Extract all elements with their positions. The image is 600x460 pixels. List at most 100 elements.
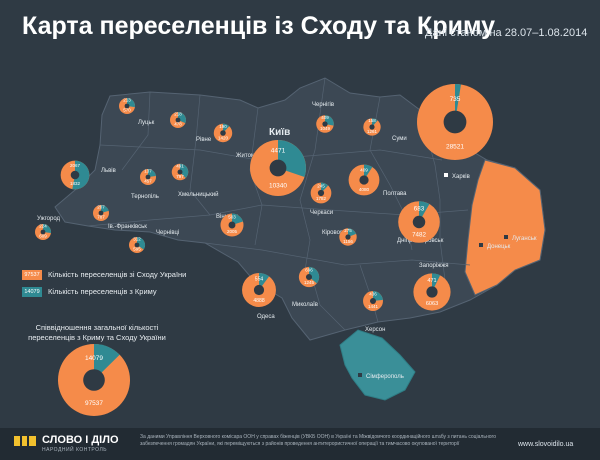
donut-ів-франківськ-crimea-value: 207: [97, 205, 105, 210]
donut-суми-east-value: 1261: [367, 129, 378, 134]
donut-львів: 2067 1832: [60, 160, 90, 190]
donut-кіровоград-east-value: 1156: [343, 239, 353, 244]
donut-черкаси-crimea-slice: [321, 182, 329, 193]
donut-ужгород-crimea-value: 224: [39, 224, 47, 229]
donut-херсон-east-value: 1441: [368, 304, 379, 309]
donut-суми-crimea-value: 158: [368, 118, 376, 123]
donut-хмельницький-east-value: 797: [176, 174, 184, 179]
donut-рівне-donut-hole: [175, 117, 181, 123]
donut-черкаси: 245 1782: [310, 182, 332, 204]
donut-луцьк-crimea-value: 213: [123, 98, 131, 103]
donut-ужгород-east-value: 609: [39, 234, 47, 239]
legend-east: 97537 Кількість переселенців зі Сходу Укр…: [22, 270, 187, 281]
legend-east-swatch: 97537: [22, 270, 42, 281]
ukraine-map: Луцьк Рівне Житомир Київ Чернігів Суми Харків Л…: [35, 77, 546, 416]
city-marker-донецьк: [479, 243, 483, 247]
donut-черкаси-crimea-value: 245: [317, 183, 325, 188]
donut-луцьк-donut-hole: [124, 103, 130, 109]
donut-дніпропетровськ-east-value: 7482: [412, 232, 426, 239]
donut-київ-crimea-value: 4471: [271, 148, 286, 155]
donut-кіровоград-crimea-slice: [348, 228, 357, 237]
region-label-сімферополь: Сімферополь: [366, 374, 404, 380]
donut-львів-crimea-value: 2067: [70, 163, 81, 168]
donut-одеса-east-value: 4888: [253, 298, 264, 304]
donut-херсон-crimea-value: 436: [369, 292, 377, 297]
region-label-одеса: Одеса: [257, 314, 275, 320]
region-label-рівне: Рівне: [196, 137, 212, 143]
donut-миколаїв: 696 1245: [298, 266, 320, 288]
city-marker-сімферополь: [358, 373, 362, 377]
donut-одеса-crimea-value: 554: [255, 277, 264, 283]
donut-херсон: 436 1441: [363, 291, 383, 311]
region-label-луцьк: Луцьк: [138, 120, 155, 126]
comparison-donut-hole: [83, 369, 105, 391]
donut-миколаїв-crimea-value: 696: [305, 267, 313, 272]
region-label-чернігів: Чернігів: [312, 102, 334, 108]
donut-запоріжжя-east-value: 6063: [426, 301, 438, 307]
legend-crimea: 14079 Кількість переселенців з Криму: [22, 287, 157, 298]
donut-харків-east-value: 28521: [446, 144, 464, 151]
donut-миколаїв-donut-hole: [305, 273, 313, 281]
comparison-title: Співвідношення загальної кількості перес…: [28, 323, 166, 342]
donut-тернопіль: 137 457: [140, 169, 156, 185]
region-label-хмельницький: Хмельницький: [178, 191, 218, 198]
donut-київ: 4471 10340: [250, 140, 306, 196]
donut-вінниця-east-value: 2005: [227, 229, 238, 234]
crimea-area: [339, 329, 416, 401]
logo-icon: [14, 436, 36, 446]
region-label-донецьк: Донецьк: [487, 244, 511, 250]
donut-львів-crimea-slice: [72, 160, 90, 190]
map-title: Карта переселенців із Сходу та Криму: [22, 12, 496, 40]
donut-кіровоград-crimea-value: 275: [344, 228, 352, 233]
donut-ужгород: 224 609: [35, 224, 51, 240]
legend-east-label: Кількість переселенців зі Сходу України: [48, 270, 187, 279]
donut-хмельницький-crimea-value: 491: [176, 163, 184, 168]
donut-ів-франківськ-east-value: 787: [97, 215, 105, 220]
donut-чернівці: 312 595: [129, 237, 145, 253]
legend-crimea-swatch: 14079: [22, 287, 42, 298]
comparison-crimea-slice: [94, 344, 120, 380]
donut-дніпропетровськ-donut-hole: [412, 215, 426, 229]
donut-хмельницький: 491 797: [171, 163, 189, 181]
donut-луцьк-east-value: 570: [123, 108, 131, 113]
comparison-crimea-value: 14079: [85, 355, 103, 362]
site-link[interactable]: www.slovoidilo.ua: [518, 441, 574, 448]
donut-ужгород-donut-hole: [40, 229, 46, 235]
donut-чернівці-crimea-value: 312: [133, 237, 141, 242]
donut-полтава-east-value: 4080: [359, 187, 370, 192]
region-label-черкаси: Черкаси: [310, 210, 333, 216]
region-label-чернівці: Чернівці: [156, 230, 179, 236]
donut-рівне: 218 478: [170, 112, 186, 128]
donut-полтава: 409 4080: [348, 164, 380, 196]
region-label-ів-франківськ: Ів.-Франківськ: [108, 224, 147, 230]
region-label-полтава: Полтава: [383, 191, 407, 197]
donut-чернівці-donut-hole: [134, 242, 140, 248]
donut-черкаси-east-value: 1782: [316, 196, 327, 201]
region-label-житомир: Житомир: [236, 153, 262, 159]
donut-харків: 735 28521: [417, 84, 493, 160]
donut-суми: 158 1261: [363, 118, 381, 136]
comparison-donut: 14079 97537: [58, 344, 130, 416]
east-occupied-area: [464, 159, 546, 296]
donut-дніпропетровськ: 683 7482: [398, 201, 440, 243]
donut-житомир: 190 1420: [213, 123, 233, 143]
region-label-тернопіль: Тернопіль: [131, 194, 159, 200]
donut-тернопіль-east-value: 457: [144, 179, 152, 184]
donut-херсон-donut-hole: [370, 298, 376, 304]
region-label-миколаїв: Миколаїв: [292, 302, 318, 308]
donut-херсон-crimea-slice: [373, 291, 383, 301]
donut-житомир-crimea-slice: [223, 123, 230, 133]
donut-тернопіль-crimea-value: 137: [144, 169, 152, 174]
comparison-east-value: 97537: [85, 400, 103, 407]
donut-житомир-crimea-value: 190: [219, 124, 227, 129]
donut-запоріжжя-crimea-value: 471: [427, 278, 436, 284]
donut-кіровоград: 275 1156: [339, 228, 357, 246]
donut-чернігів-crimea-value: 409: [321, 115, 329, 120]
donut-харків-donut-hole: [443, 110, 467, 134]
date-note: Дані станом на 28.07–1.08.2014: [425, 27, 588, 39]
logo-text: СЛОВО І ДІЛО: [42, 434, 119, 446]
donut-житомир-east-value: 1420: [218, 135, 229, 140]
donut-рівне-crimea-value: 218: [174, 112, 182, 117]
donut-хмельницький-crimea-slice: [180, 163, 189, 179]
